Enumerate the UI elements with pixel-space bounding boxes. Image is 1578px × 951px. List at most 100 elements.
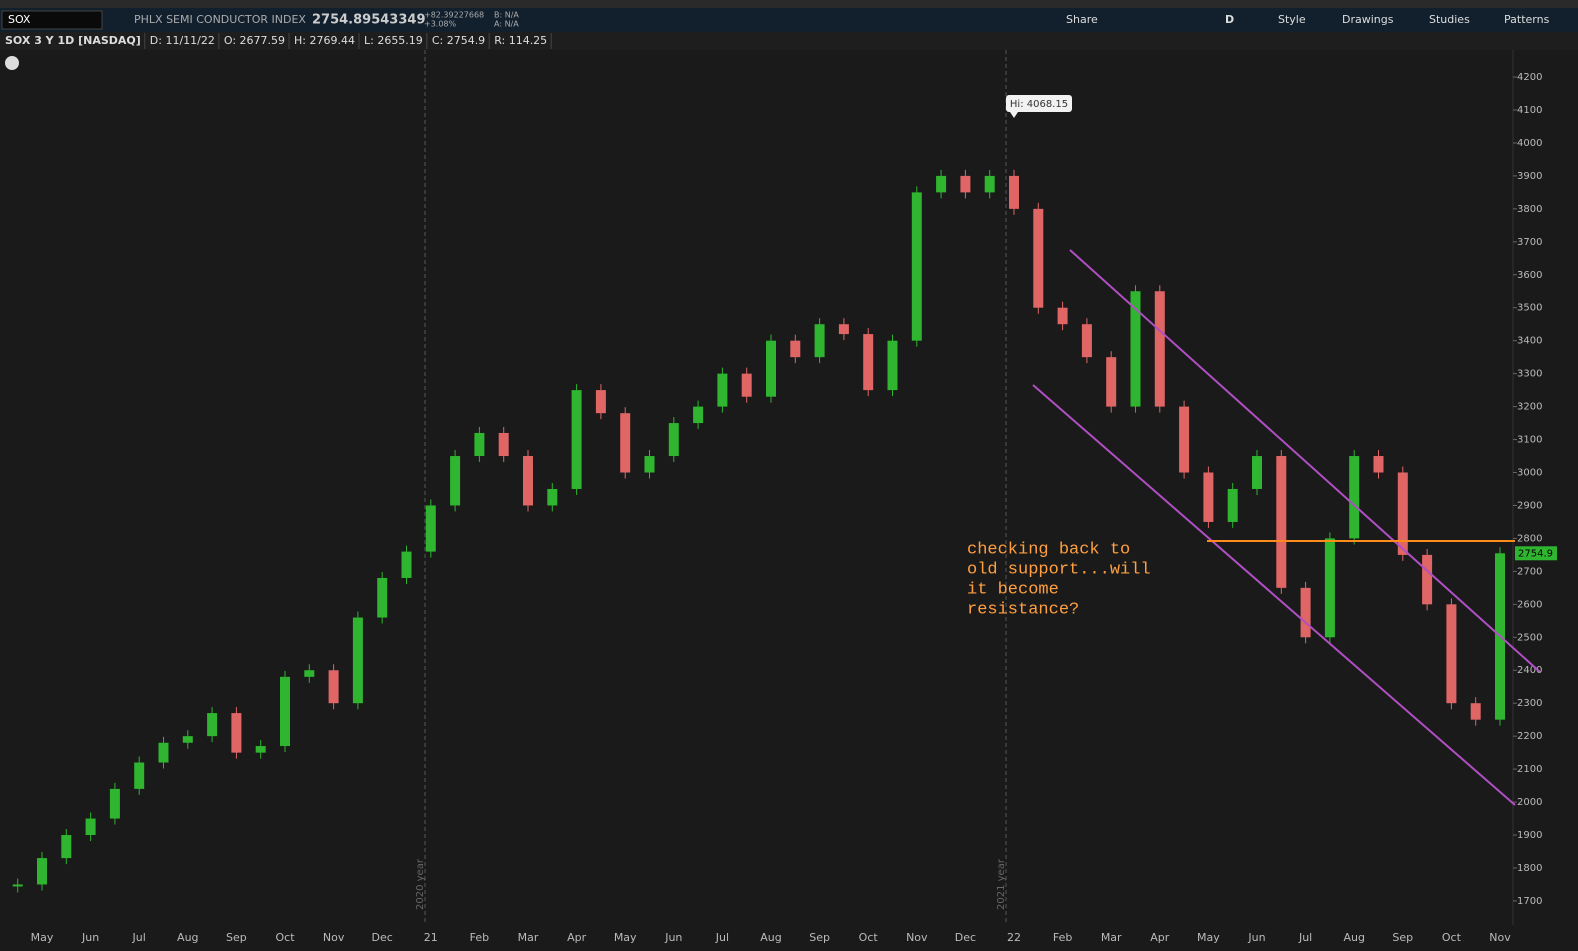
candle	[498, 432, 509, 457]
x-tick-label: May	[31, 931, 54, 944]
candle	[960, 175, 971, 193]
candle	[134, 762, 145, 789]
candle	[1057, 307, 1068, 325]
annotation: resistance?	[967, 600, 1079, 619]
candle	[571, 390, 582, 489]
candle	[911, 192, 922, 341]
candle	[1081, 324, 1092, 358]
change: +82.39227668	[424, 11, 484, 20]
candle	[863, 334, 874, 391]
hi-bubble	[1006, 95, 1072, 112]
annotation: old support...will	[967, 560, 1151, 579]
candle	[1446, 604, 1457, 704]
y-tick-label: 2800	[1517, 533, 1542, 544]
candle	[1324, 538, 1335, 638]
x-tick-label: May	[1197, 931, 1220, 944]
x-tick-label: Apr	[567, 931, 587, 944]
x-tick-label: 21	[424, 931, 438, 944]
y-tick-label: 2300	[1517, 698, 1542, 709]
candle	[328, 670, 339, 704]
symbol: SOX	[8, 13, 31, 26]
y-tick-label: 3200	[1517, 402, 1542, 413]
channel-upper[interactable]	[1069, 249, 1541, 673]
candle	[1179, 406, 1190, 473]
candle	[255, 746, 266, 753]
x-tick-label: Aug	[1343, 931, 1364, 944]
studies-button[interactable]: Studies	[1429, 13, 1470, 26]
candle	[1470, 703, 1481, 720]
x-tick-label: Nov	[1489, 931, 1511, 944]
alert-icon[interactable]	[5, 56, 19, 70]
candle	[1009, 175, 1019, 209]
candle	[37, 858, 47, 885]
hi-pointer	[1010, 112, 1018, 118]
tab-strip	[0, 0, 1578, 8]
y-tick-label: 4100	[1517, 105, 1542, 116]
y-tick-label: 3800	[1517, 204, 1542, 215]
candle	[1373, 456, 1384, 473]
candle	[1397, 472, 1408, 555]
candle	[790, 340, 801, 358]
x-tick-label: May	[614, 931, 637, 944]
patterns-button[interactable]: Patterns	[1504, 13, 1550, 26]
candle	[668, 423, 679, 457]
toolbar	[0, 8, 1578, 32]
candle	[158, 742, 169, 763]
candle	[644, 456, 655, 473]
candle	[61, 835, 72, 859]
x-tick-label: Jun	[81, 931, 99, 944]
header-item: H: 2769.44	[294, 34, 355, 47]
x-tick-label: Oct	[1442, 931, 1462, 944]
price-tag-bg	[1515, 546, 1557, 561]
share-button[interactable]: Share	[1066, 13, 1098, 26]
symbol-box[interactable]	[1, 10, 103, 30]
candle	[547, 488, 558, 506]
y-tick-label: 4200	[1517, 72, 1542, 83]
price-tag: 2754.9	[1518, 548, 1553, 559]
annotation: it become	[967, 580, 1059, 599]
y-tick-label: 1800	[1517, 863, 1542, 874]
x-tick-label: Dec	[955, 931, 976, 944]
candle	[1300, 587, 1311, 638]
period-button[interactable]: D	[1225, 13, 1234, 26]
x-tick-label: Mar	[518, 931, 539, 944]
y-tick-label: 2700	[1517, 566, 1542, 577]
candle	[741, 373, 752, 397]
y-tick-label: 2900	[1517, 500, 1542, 511]
x-tick-label: Aug	[760, 931, 781, 944]
style-button[interactable]: Style	[1278, 13, 1306, 26]
drawings-button[interactable]: Drawings	[1342, 13, 1394, 26]
x-tick-label: Mar	[1101, 931, 1122, 944]
y-tick-label: 1700	[1517, 896, 1542, 907]
candle	[887, 340, 898, 391]
candle	[450, 456, 461, 506]
candle	[838, 324, 849, 335]
description: PHLX SEMI CONDUCTOR INDEX	[134, 13, 306, 26]
x-tick-label: Jun	[664, 931, 682, 944]
candle	[595, 390, 606, 414]
candle	[85, 818, 96, 836]
header-item: R: 114.25	[494, 34, 547, 47]
candle	[814, 324, 825, 358]
candle	[231, 713, 242, 753]
x-tick-label: Apr	[1150, 931, 1170, 944]
ask: A: N/A	[494, 20, 519, 29]
x-tick-label: Nov	[906, 931, 928, 944]
annotation: checking back to	[967, 540, 1130, 559]
y-tick-label: 1900	[1517, 830, 1542, 841]
y-tick-label: 2600	[1517, 599, 1542, 610]
candle	[620, 413, 631, 473]
header-item: C: 2754.9	[432, 34, 485, 47]
y-tick-label: 3300	[1517, 369, 1542, 380]
candle	[766, 340, 776, 397]
year-label: 2020 year	[415, 858, 426, 910]
x-tick-label: Feb	[1053, 931, 1072, 944]
bid: B: N/A	[494, 11, 519, 20]
candle	[984, 175, 995, 193]
candle	[1227, 488, 1238, 522]
y-tick-label: 4000	[1517, 138, 1542, 149]
candle	[1130, 291, 1141, 407]
channel-lower[interactable]	[1032, 384, 1516, 806]
candle	[474, 432, 485, 457]
